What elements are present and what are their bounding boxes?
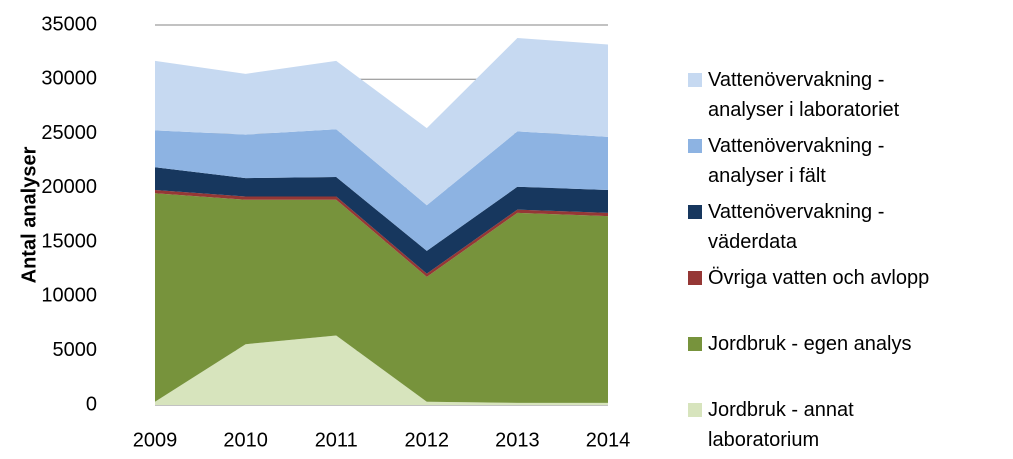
legend-label: Vattenövervakning - analyser i laborator…: [708, 69, 900, 121]
legend-item: Övriga vatten och avlopp: [688, 263, 958, 293]
x-tick-label: 2014: [586, 429, 631, 451]
y-tick-label: 25000: [41, 122, 97, 144]
area: [155, 335, 608, 405]
legend-label: Övriga vatten och avlopp: [708, 267, 930, 289]
y-tick-label: 30000: [41, 68, 97, 90]
y-axis-label: Antal analyser: [18, 146, 40, 283]
legend-swatch: [688, 139, 702, 153]
legend-item: Jordbruk - annat laboratorium: [688, 395, 958, 455]
legend-label: Vattenövervakning - väderdata: [708, 201, 885, 253]
x-tick-label: 2009: [133, 429, 178, 451]
legend-swatch: [688, 73, 702, 87]
legend-label: Vattenövervakning - analyser i fält: [708, 135, 885, 187]
x-tick-label: 2011: [315, 429, 358, 451]
area: [155, 167, 608, 274]
legend-label: Jordbruk - egen analys: [708, 333, 912, 355]
y-tick-label: 0: [86, 393, 97, 415]
legend-swatch: [688, 271, 702, 285]
y-tick-label: 10000: [41, 285, 97, 307]
chart: Antal analyser 0 5000 10000 15000 20000 25000…: [18, 13, 631, 451]
y-tick-label: 35000: [41, 13, 97, 35]
legend-swatch: [688, 403, 702, 417]
x-tick-label: 2013: [495, 429, 540, 451]
legend-swatch: [688, 205, 702, 219]
legend-item: Vattenövervakning - analyser i fält: [688, 131, 958, 191]
legend-swatch: [688, 337, 702, 351]
area: [155, 129, 608, 251]
x-tick-label: 2012: [405, 429, 450, 451]
y-tick-label: 15000: [41, 230, 97, 252]
y-tick-label: 5000: [53, 339, 98, 361]
legend-item: Jordbruk - egen analys: [688, 329, 958, 359]
legend-item: Vattenövervakning - väderdata: [688, 197, 958, 257]
legend-label: Jordbruk - annat laboratorium: [708, 399, 854, 451]
legend-item: Vattenövervakning - analyser i laborator…: [688, 65, 958, 125]
area: [155, 38, 608, 206]
y-tick-label: 20000: [41, 176, 97, 198]
area: [155, 193, 608, 403]
x-tick-label: 2010: [223, 429, 268, 451]
